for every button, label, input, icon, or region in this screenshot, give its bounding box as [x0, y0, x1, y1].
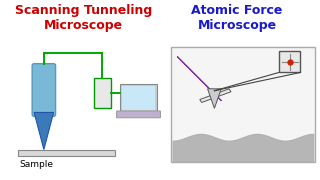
Polygon shape [208, 89, 221, 108]
Bar [171, 47, 315, 162]
Bar [279, 51, 300, 72]
FancyBboxPatch shape [116, 111, 160, 118]
Text: Atomic Force
Microscope: Atomic Force Microscope [191, 4, 283, 32]
Polygon shape [200, 89, 231, 102]
FancyBboxPatch shape [32, 64, 56, 116]
Bar [94, 78, 111, 108]
Polygon shape [177, 57, 221, 101]
Bar [18, 150, 115, 156]
Text: Sample: Sample [20, 160, 53, 169]
Bar [120, 84, 157, 111]
Bar [122, 86, 155, 109]
Text: Scanning Tunneling
Microscope: Scanning Tunneling Microscope [15, 4, 153, 32]
Polygon shape [34, 112, 54, 150]
